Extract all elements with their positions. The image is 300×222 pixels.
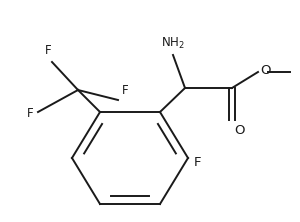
Text: F: F xyxy=(45,44,51,57)
Text: O: O xyxy=(260,65,271,77)
Text: NH$_2$: NH$_2$ xyxy=(161,36,185,51)
Text: O: O xyxy=(234,124,244,137)
Text: F: F xyxy=(27,107,34,121)
Text: F: F xyxy=(194,157,202,170)
Text: F: F xyxy=(122,84,129,97)
